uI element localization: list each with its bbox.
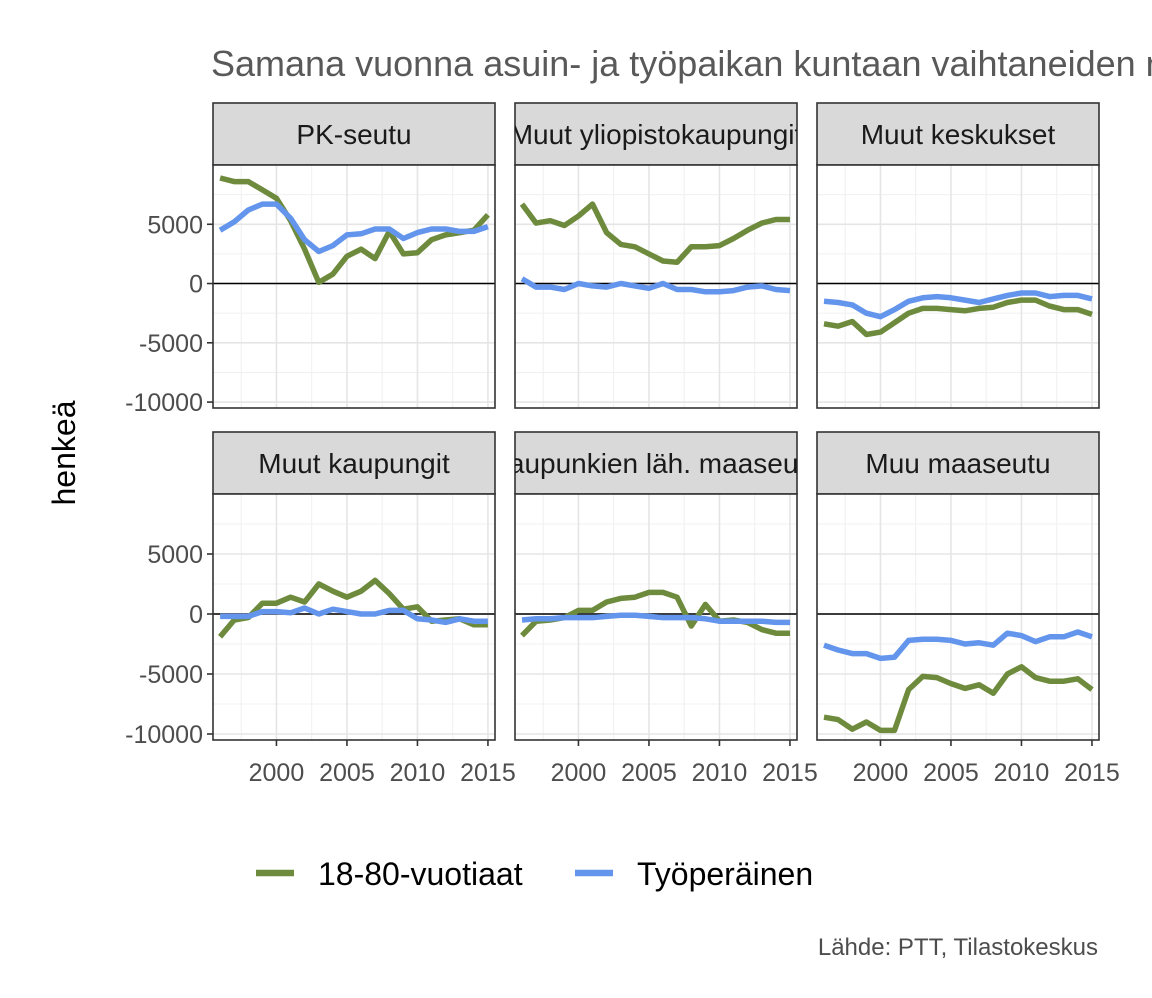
y-tick-label: 0 (189, 271, 203, 299)
panel-muu-maaseutu: Muu maaseutu 2000 2005 2010 2015 (816, 431, 1120, 787)
legend-label: 18-80-vuotiaat (318, 856, 523, 892)
y-axis-label: henkeä (46, 400, 82, 505)
panel-border (212, 493, 496, 741)
series-line-ty-per-inen (218, 201, 489, 255)
x-tick-label: 2010 (390, 759, 446, 787)
strip-label: Muut keskukset (861, 119, 1056, 150)
series-line-ty-per-inen (520, 276, 791, 295)
strip-background (212, 102, 496, 166)
strip-label: Muu maaseutu (865, 448, 1050, 479)
panel-border (514, 164, 798, 409)
strip-background (816, 102, 1100, 166)
y-tick-label: -10000 (125, 721, 203, 749)
strip-background (816, 431, 1100, 495)
strip-label: Kaupunkien läh. maaseutu (490, 448, 822, 479)
x-tick-label: 2010 (994, 759, 1050, 787)
series-line-18-80-vuotiaat (823, 297, 1093, 338)
x-tick-label: 2015 (460, 759, 516, 787)
strip-label: Muut kaupungit (258, 448, 450, 479)
x-tick-label: 2005 (319, 759, 375, 787)
facet-panels: PK-seutu 5000 0 -5000 -10000 Muut yliopistoka… (125, 102, 1120, 787)
y-tick-label: 5000 (147, 211, 203, 239)
y-tick-label: 5000 (147, 541, 203, 569)
chart-title: Samana vuonna asuin- ja työpaikan kuntaa… (211, 43, 1152, 84)
y-tick-label: 0 (189, 601, 203, 629)
legend: 18-80-vuotiaat Työperäinen (256, 856, 813, 892)
y-tick-label: -5000 (139, 661, 203, 689)
series-line-18-80-vuotiaat (823, 664, 1094, 734)
x-tick-label: 2000 (853, 759, 909, 787)
strip-background (212, 431, 496, 495)
panel-muut-keskukset: Muut keskukset (816, 102, 1100, 409)
panel-border (514, 493, 798, 741)
series-line-ty-per-inen (823, 290, 1093, 320)
series-line-18-80-vuotiaat (219, 175, 490, 286)
x-tick-label: 2015 (1064, 759, 1120, 787)
x-tick-label: 2005 (923, 759, 979, 787)
x-tick-label: 2005 (621, 759, 677, 787)
series-line-ty-per-inen (823, 629, 1093, 662)
strip-label: PK-seutu (296, 119, 411, 150)
panel-border (816, 164, 1100, 409)
legend-item-ty-per-inen: Työperäinen (575, 856, 813, 892)
y-tick-label: -5000 (139, 330, 203, 358)
series-line-18-80-vuotiaat (519, 201, 790, 265)
panel-background (213, 494, 495, 740)
x-tick-label: 2015 (762, 759, 818, 787)
series-line-ty-per-inen (220, 605, 488, 626)
x-tick-label: 2000 (249, 759, 305, 787)
panel-background (817, 494, 1099, 740)
y-tick-label: -10000 (125, 389, 203, 417)
source-caption: Lähde: PTT, Tilastokeskus (818, 934, 1098, 961)
legend-item-18-80-vuotiaat: 18-80-vuotiaat (256, 856, 523, 892)
x-tick-label: 2010 (692, 759, 748, 787)
panel-muut-yliopistokaupungit: Muut yliopistokaupungit (510, 102, 803, 409)
strip-background (514, 102, 798, 166)
x-tick-label: 2000 (551, 759, 607, 787)
panel-border (816, 493, 1100, 741)
panel-muut-kaupungit: Muut kaupungit 5000 0 -5000 -10000 2000 2005 20… (125, 431, 516, 787)
legend-label: Työperäinen (637, 856, 813, 892)
series-line-ty-per-inen (521, 612, 790, 626)
panel-border (212, 164, 496, 409)
panel-kaupunkien-l-h-maaseutu: Kaupunkien läh. maaseutu 2000 2005 2010 2015 (490, 431, 822, 787)
panel-pk-seutu: PK-seutu 5000 0 -5000 -10000 (125, 102, 496, 417)
strip-label: Muut yliopistokaupungit (510, 119, 803, 150)
panel-background (817, 165, 1099, 408)
